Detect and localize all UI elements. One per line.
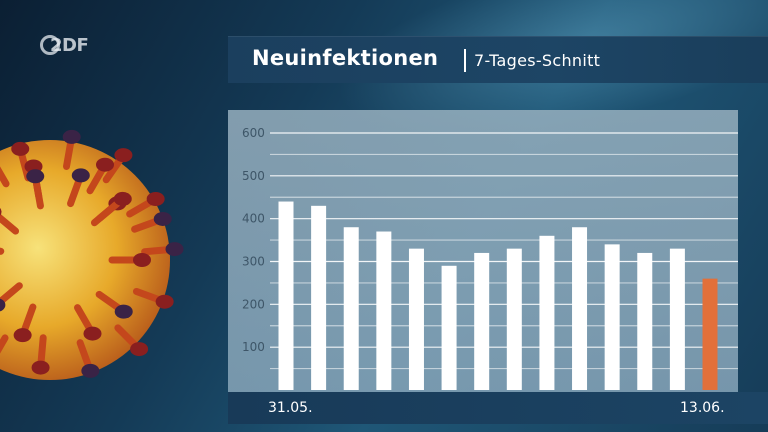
virus-spike-tip [83,326,102,341]
bar [669,248,685,390]
y-tick-label: 100 [242,340,265,354]
virus-spike-tip [0,298,6,312]
virus-spike-tip [165,242,184,257]
virus-spike-tip [114,304,133,319]
virus-illustration [0,129,184,380]
virus-spike [0,213,20,235]
bar-highlight [702,278,718,390]
title-bar: Neuinfektionen 7-Tages-Schnitt [228,36,768,83]
bar [343,227,359,390]
bar [604,244,620,390]
virus-spike-tip [31,360,50,375]
y-tick-label: 400 [242,212,265,226]
logo-ring-icon [40,35,60,55]
bar [376,231,392,390]
bar [506,248,522,390]
virus-spike-tip [155,294,174,309]
y-tick-label: 300 [242,255,265,269]
virus-spike-tip [81,363,100,378]
virus-spike-tip [133,253,151,267]
virus-spike-tip [113,191,132,206]
bar [278,201,294,390]
virus-spike-tip [62,129,81,144]
bar [311,205,327,390]
virus-spikes [0,129,184,378]
y-tick-label: 200 [242,297,265,311]
virus-spike-tip [130,342,149,357]
bar [572,227,588,390]
x-axis-end-label: 13.06. [680,400,725,416]
broadcaster-logo: 2DF [40,32,89,58]
virus-spike-tip [153,211,172,226]
bar [637,252,653,390]
y-tick-label: 500 [242,169,265,183]
virus-spike [0,166,10,188]
virus-spike [0,334,9,354]
virus-spike-tip [0,207,2,216]
virus-spike-tip [13,328,32,343]
y-tick-label: 600 [242,126,265,140]
virus-spike-tip [26,169,45,184]
x-axis-bar: 31.05. 13.06. [228,392,768,424]
virus-spike-tip [71,168,90,183]
bar [441,265,457,390]
bar [474,252,490,390]
virus-spike-tip [114,148,133,163]
chart-panel: 100 200 300 400 500 600 [228,110,738,392]
virus-spike-tip [11,141,30,156]
bar-chart: 100 200 300 400 500 600 [242,126,738,390]
bar [408,248,424,390]
bar [539,235,555,390]
chart-subtitle: 7-Tages-Schnitt [474,51,601,70]
title-separator [464,49,466,72]
virus-spike-tip [146,192,165,206]
logo-text: 2DF [50,34,89,56]
virus-spike-tip [96,157,114,172]
x-axis-start-label: 31.05. [268,400,313,416]
chart-title: Neuinfektionen [252,46,439,70]
